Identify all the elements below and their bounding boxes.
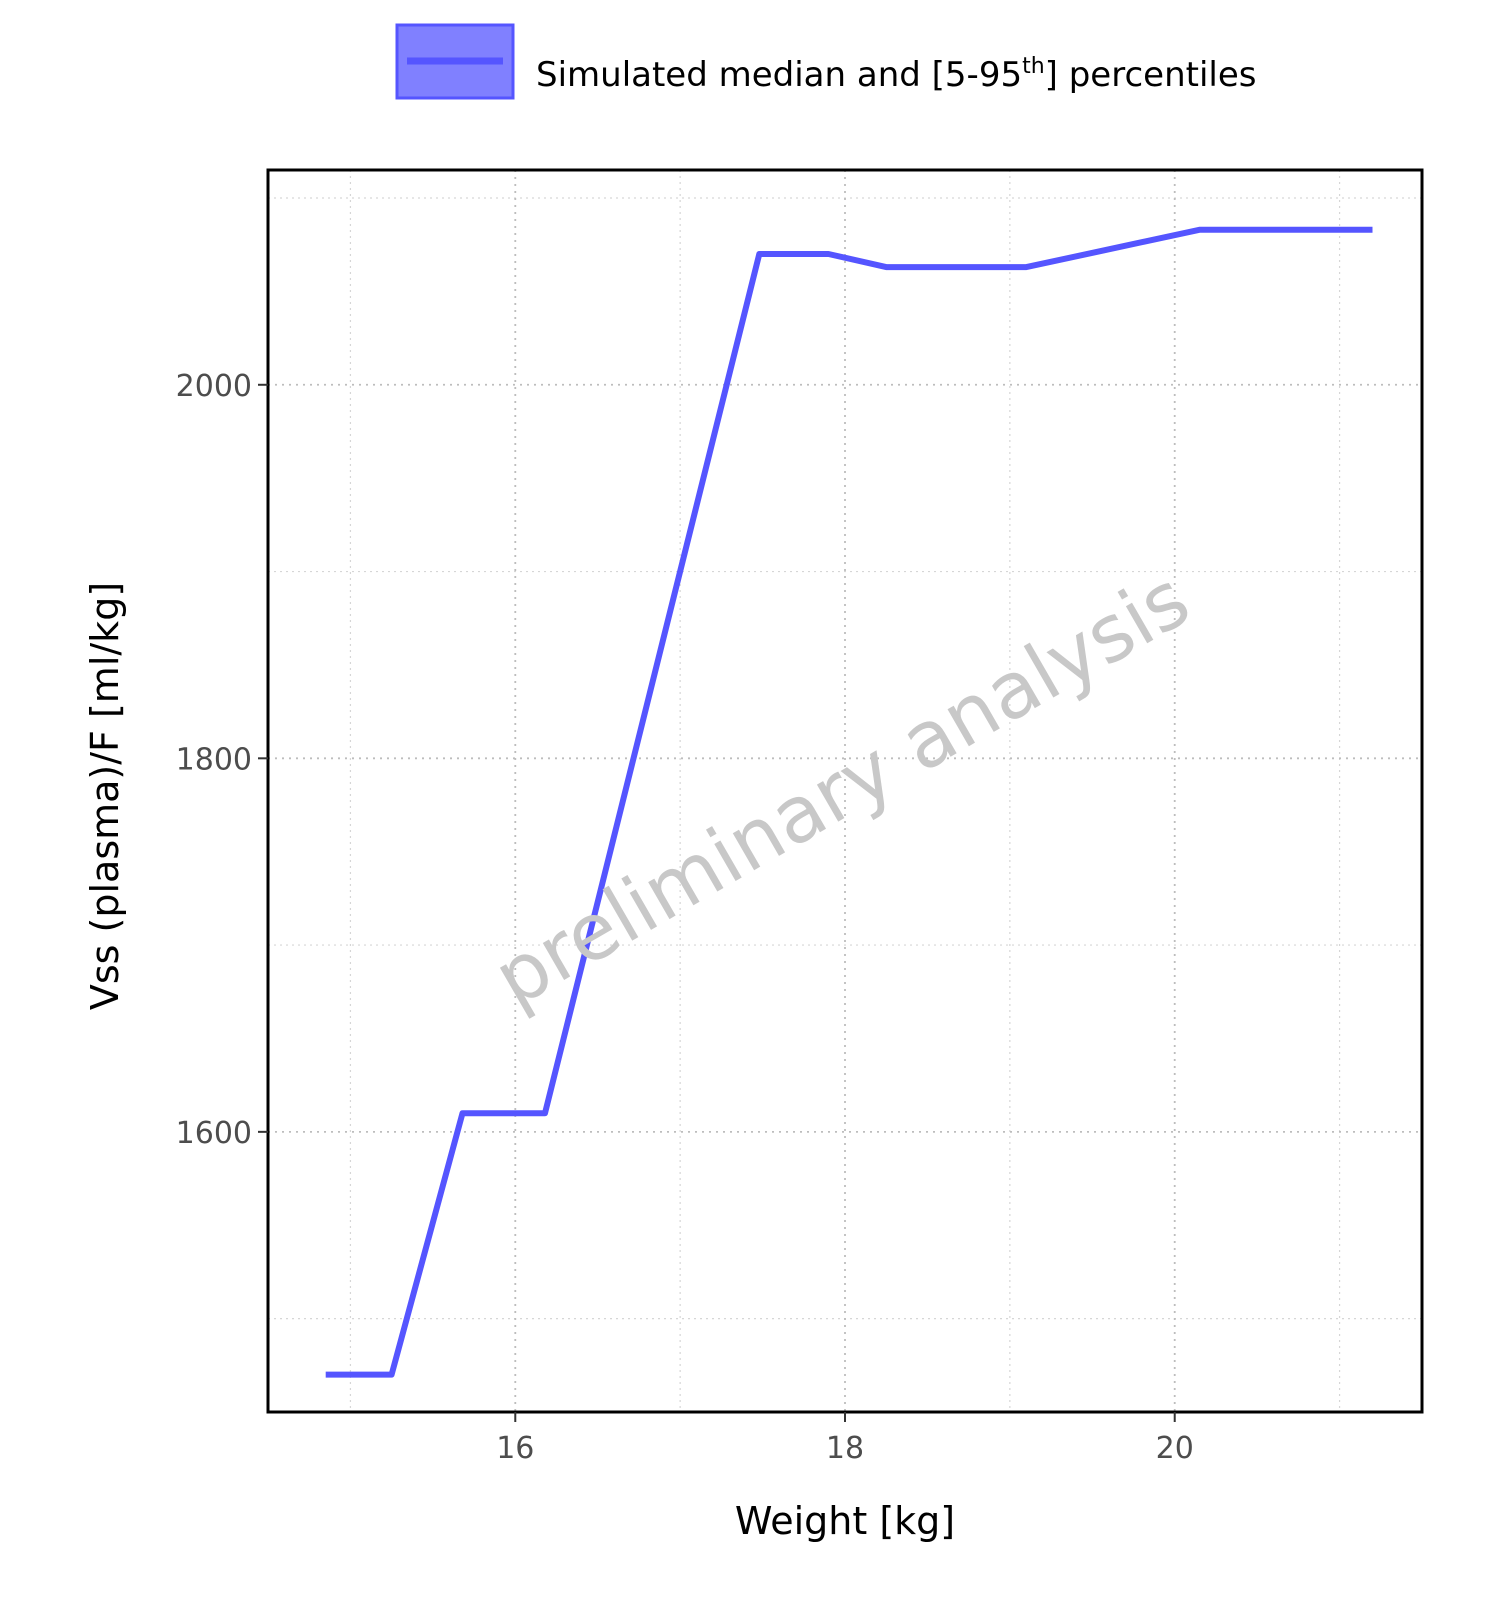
y-axis-ticks: 1600 1800 2000 (176, 369, 268, 1151)
grid-lines (268, 170, 1422, 1412)
y-axis-title: Vss (plasma)/F [ml/kg] (83, 582, 127, 1010)
series-layer (325, 226, 1373, 1378)
legend-label-end: ] percentiles (1045, 55, 1257, 95)
y-tick-label: 1600 (176, 1116, 252, 1151)
x-tick-label: 16 (496, 1431, 534, 1466)
legend: Simulated median and [5-95th] percentile… (395, 23, 1256, 100)
x-tick-label: 20 (1156, 1431, 1194, 1466)
legend-label: Simulated median and [5-95th] percentile… (536, 54, 1256, 95)
y-tick-label: 2000 (176, 369, 252, 404)
legend-label-main: Simulated median and [5-95 (536, 55, 1022, 95)
x-axis-title: Weight [kg] (735, 1499, 955, 1543)
watermark: preliminary analysis (480, 554, 1205, 1024)
x-axis-ticks: 16 18 20 (496, 1412, 1194, 1466)
series-line (325, 226, 1373, 1378)
y-tick-label: 1800 (176, 742, 252, 777)
x-tick-label: 18 (826, 1431, 864, 1466)
legend-label-sup: th (1022, 54, 1045, 79)
